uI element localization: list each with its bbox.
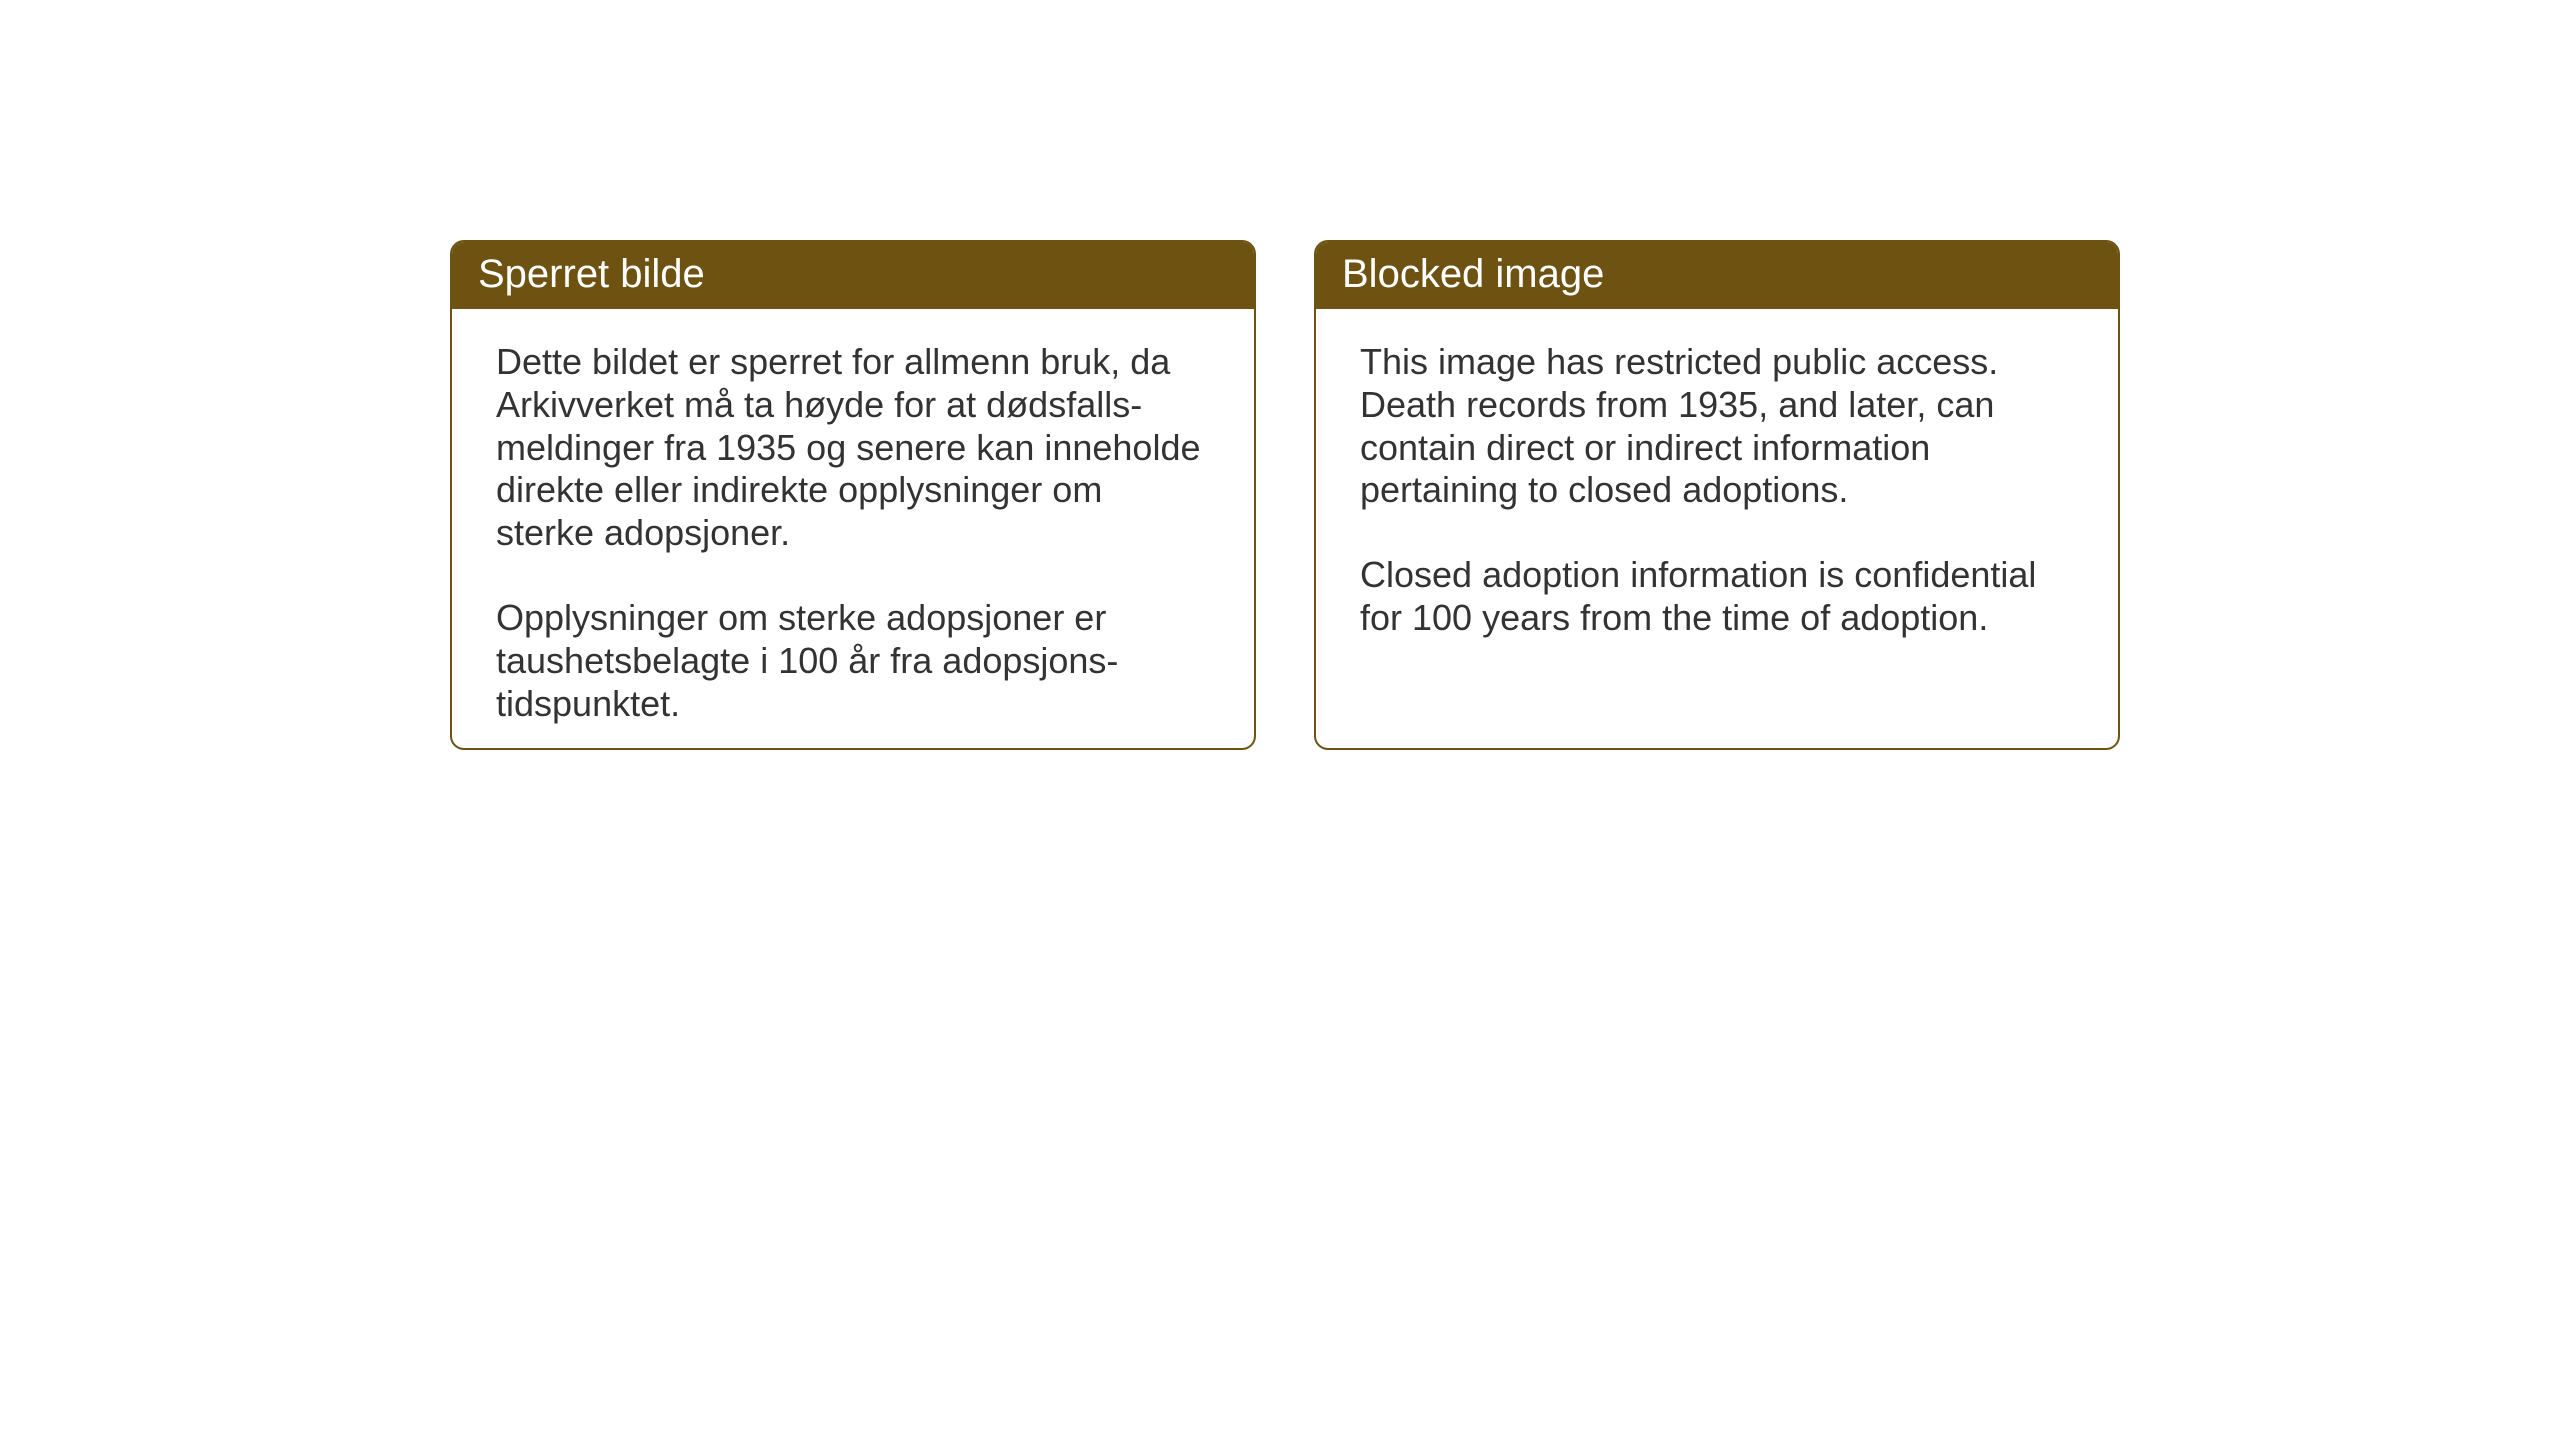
- card-english-header: Blocked image: [1316, 242, 2118, 309]
- card-norwegian-paragraph-2: Opplysninger om sterke adopsjoner er tau…: [496, 597, 1210, 725]
- card-norwegian: Sperret bilde Dette bildet er sperret fo…: [450, 240, 1256, 750]
- card-english: Blocked image This image has restricted …: [1314, 240, 2120, 750]
- card-english-paragraph-1: This image has restricted public access.…: [1360, 341, 2074, 512]
- cards-container: Sperret bilde Dette bildet er sperret fo…: [450, 240, 2120, 750]
- card-norwegian-body: Dette bildet er sperret for allmenn bruk…: [452, 309, 1254, 750]
- card-norwegian-paragraph-1: Dette bildet er sperret for allmenn bruk…: [496, 341, 1210, 555]
- card-english-body: This image has restricted public access.…: [1316, 309, 2118, 680]
- card-norwegian-header: Sperret bilde: [452, 242, 1254, 309]
- card-english-paragraph-2: Closed adoption information is confident…: [1360, 554, 2074, 640]
